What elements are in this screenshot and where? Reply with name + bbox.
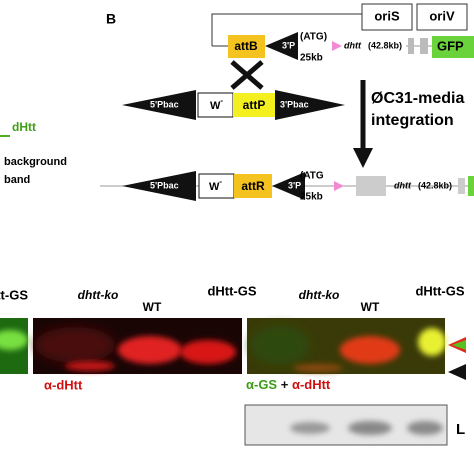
- lane-label: dHtt-GS: [207, 283, 256, 298]
- band: [407, 421, 443, 435]
- arrow-3p: [272, 172, 305, 200]
- exon: [458, 178, 465, 194]
- five-p-label: 5'Pbac: [150, 99, 179, 109]
- three-p-label: 3'P: [282, 40, 295, 50]
- w-label: W-: [210, 96, 223, 112]
- pink-arrow: [332, 41, 342, 51]
- lane-label: WT: [143, 300, 162, 314]
- w-box: [197, 92, 234, 118]
- oris-label: oriS: [374, 8, 400, 23]
- legend-background: band: [4, 174, 30, 186]
- attp-box: [233, 93, 275, 117]
- atg-label: (ATG: [300, 171, 324, 182]
- gfp-box: [432, 36, 474, 58]
- gfp-stub: [468, 176, 474, 196]
- lane-label: WT: [361, 300, 380, 314]
- arrow-3pbac: [275, 90, 345, 120]
- w-text: W: [210, 100, 221, 112]
- lane-label: dhtt-ko: [78, 288, 119, 302]
- w-sup: -: [220, 96, 223, 105]
- w-sup: -: [219, 177, 222, 186]
- attr-box: [234, 174, 272, 198]
- loading-label: L: [456, 421, 465, 438]
- pink-arrow: [334, 181, 344, 191]
- oriv-box: [416, 3, 468, 31]
- arrow-text: integration: [371, 112, 454, 129]
- attp-label: attP: [243, 98, 266, 112]
- panel-label: B: [106, 11, 116, 27]
- band: [290, 422, 330, 434]
- band: [0, 330, 28, 350]
- antibody-plus: +: [281, 377, 289, 392]
- size-label: (42.8kb): [368, 40, 402, 50]
- recombination-cross: [230, 60, 264, 90]
- legend-dhtt: dHtt: [12, 120, 36, 134]
- oris-box: [361, 3, 413, 31]
- attb-box: [228, 35, 265, 58]
- gene-label: dhtt: [344, 40, 362, 50]
- exon: [356, 176, 386, 196]
- band: [418, 328, 446, 356]
- attr-label: attR: [241, 179, 265, 193]
- marker-arrow: [448, 364, 466, 380]
- antibody-dhtt: α-dHtt: [292, 377, 331, 392]
- background: [250, 325, 310, 365]
- exon: [408, 38, 414, 54]
- band: [118, 336, 182, 364]
- antibody-gs: α-GS: [246, 377, 277, 392]
- lane-label: dhtt-ko: [299, 288, 340, 302]
- marker-arrow: [452, 340, 466, 350]
- kb-label: 25kb: [300, 53, 323, 64]
- arrow-5pbac: [122, 171, 196, 201]
- atg-label: (ATG): [300, 32, 327, 43]
- antibody-label: α-GS + α-dHtt: [246, 377, 331, 392]
- three-pbac-label: 3'Pbac: [280, 99, 309, 109]
- gfp-label: GFP: [437, 38, 464, 53]
- band: [293, 364, 343, 372]
- five-p-label: 5'Pbac: [150, 180, 179, 190]
- size-label: (42.8kb): [418, 180, 452, 190]
- lane-label: dHtt-GS: [415, 283, 464, 298]
- band: [180, 340, 236, 364]
- antibody-label: α-dHtt: [44, 377, 83, 392]
- lane-label: dHtt-GS: [0, 287, 28, 302]
- arrow-3p: [265, 32, 298, 60]
- kb-label: 25kb: [300, 192, 323, 203]
- legend-background: background: [4, 156, 67, 168]
- arrow-head: [353, 148, 373, 168]
- arrow-text: ØC31-media: [371, 90, 464, 107]
- attb-label: attB: [234, 39, 258, 53]
- band: [340, 336, 400, 364]
- plasmid-line: [211, 13, 362, 46]
- arrow-5pbac: [122, 90, 196, 120]
- gene-label: dhtt: [394, 180, 412, 190]
- w-label: W-: [209, 177, 222, 193]
- exon: [420, 38, 428, 54]
- background: [35, 327, 115, 363]
- band: [65, 361, 115, 371]
- oriv-label: oriV: [429, 8, 455, 23]
- three-p-label: 3'P: [288, 180, 301, 190]
- w-text: W: [209, 181, 220, 193]
- band: [348, 421, 392, 435]
